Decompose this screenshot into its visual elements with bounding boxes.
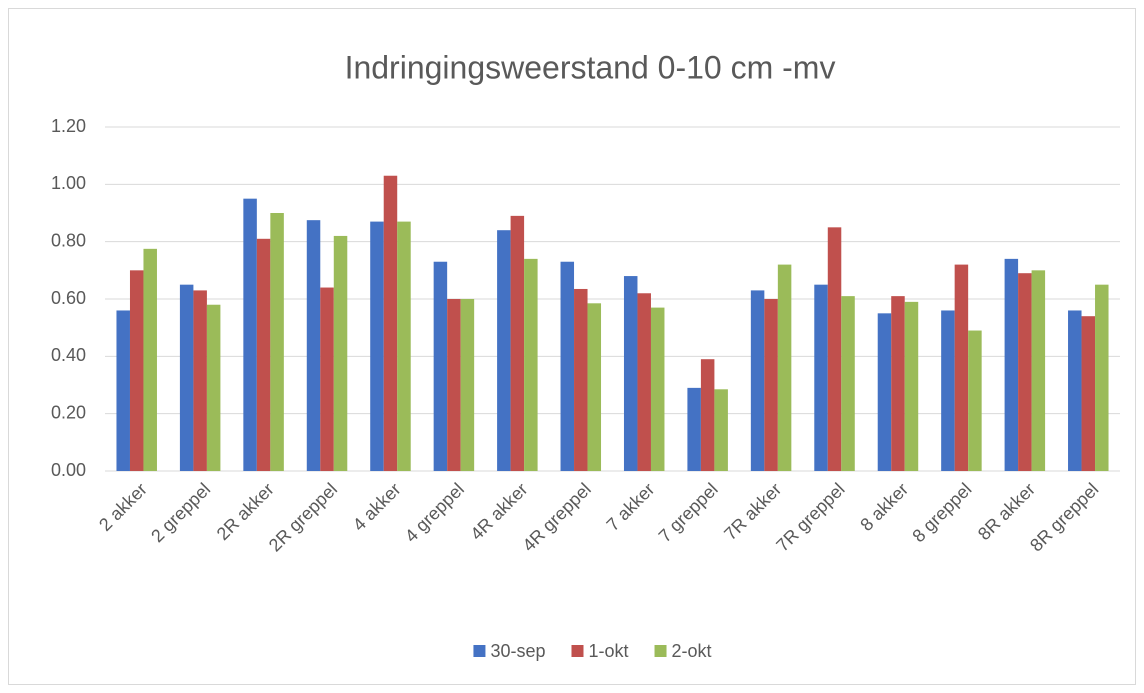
bar xyxy=(143,248,157,471)
bar xyxy=(447,299,461,471)
bar xyxy=(460,299,475,471)
legend-swatch xyxy=(654,645,667,657)
bar xyxy=(1095,284,1109,471)
bar xyxy=(497,230,511,471)
y-tick-label: 0.00 xyxy=(51,460,86,480)
y-tick-label: 0.60 xyxy=(51,288,86,308)
bar xyxy=(433,261,448,471)
bar xyxy=(383,175,398,471)
bar xyxy=(814,284,828,471)
bar xyxy=(941,310,955,471)
bar xyxy=(116,310,130,471)
bar xyxy=(700,359,715,471)
bar xyxy=(841,296,855,471)
bar xyxy=(891,296,905,471)
legend-label: 1-okt xyxy=(588,641,628,661)
legend-swatch xyxy=(473,645,486,657)
bar xyxy=(650,307,665,471)
chart-title: Indringingsweerstand 0-10 cm -mv xyxy=(345,49,836,85)
bar xyxy=(1018,273,1032,471)
bar xyxy=(256,238,271,471)
bar xyxy=(954,264,969,471)
bar xyxy=(179,284,194,471)
bar xyxy=(243,198,257,471)
bar xyxy=(637,293,651,471)
bar xyxy=(750,290,765,471)
bar xyxy=(777,264,792,471)
bar xyxy=(714,389,728,471)
bar xyxy=(877,313,892,471)
bar xyxy=(320,287,334,471)
bar xyxy=(587,303,602,471)
bar xyxy=(574,288,588,471)
y-tick-label: 1.20 xyxy=(51,116,86,136)
bar xyxy=(524,258,538,471)
y-tick-label: 1.00 xyxy=(51,173,86,193)
bar xyxy=(370,221,384,471)
y-tick-label: 0.80 xyxy=(51,230,86,250)
bar xyxy=(560,261,575,471)
legend-swatch xyxy=(571,645,584,657)
bar xyxy=(687,387,701,471)
bar xyxy=(270,213,284,471)
bar xyxy=(1081,316,1096,471)
bar xyxy=(333,235,348,471)
bar xyxy=(193,290,207,471)
bar xyxy=(968,330,982,471)
legend-label: 30-sep xyxy=(490,641,545,661)
bar xyxy=(827,227,842,471)
bar xyxy=(764,299,778,471)
bar xyxy=(206,304,221,471)
bar xyxy=(1031,270,1046,471)
bar xyxy=(1004,258,1019,471)
bar xyxy=(1068,310,1082,471)
bar xyxy=(397,221,411,471)
y-tick-label: 0.20 xyxy=(51,402,86,422)
bar xyxy=(306,220,321,471)
bar xyxy=(623,276,638,471)
bar xyxy=(129,270,144,471)
bar xyxy=(510,215,525,471)
legend-label: 2-okt xyxy=(672,641,712,661)
y-tick-label: 0.40 xyxy=(51,345,86,365)
bar xyxy=(904,301,919,471)
